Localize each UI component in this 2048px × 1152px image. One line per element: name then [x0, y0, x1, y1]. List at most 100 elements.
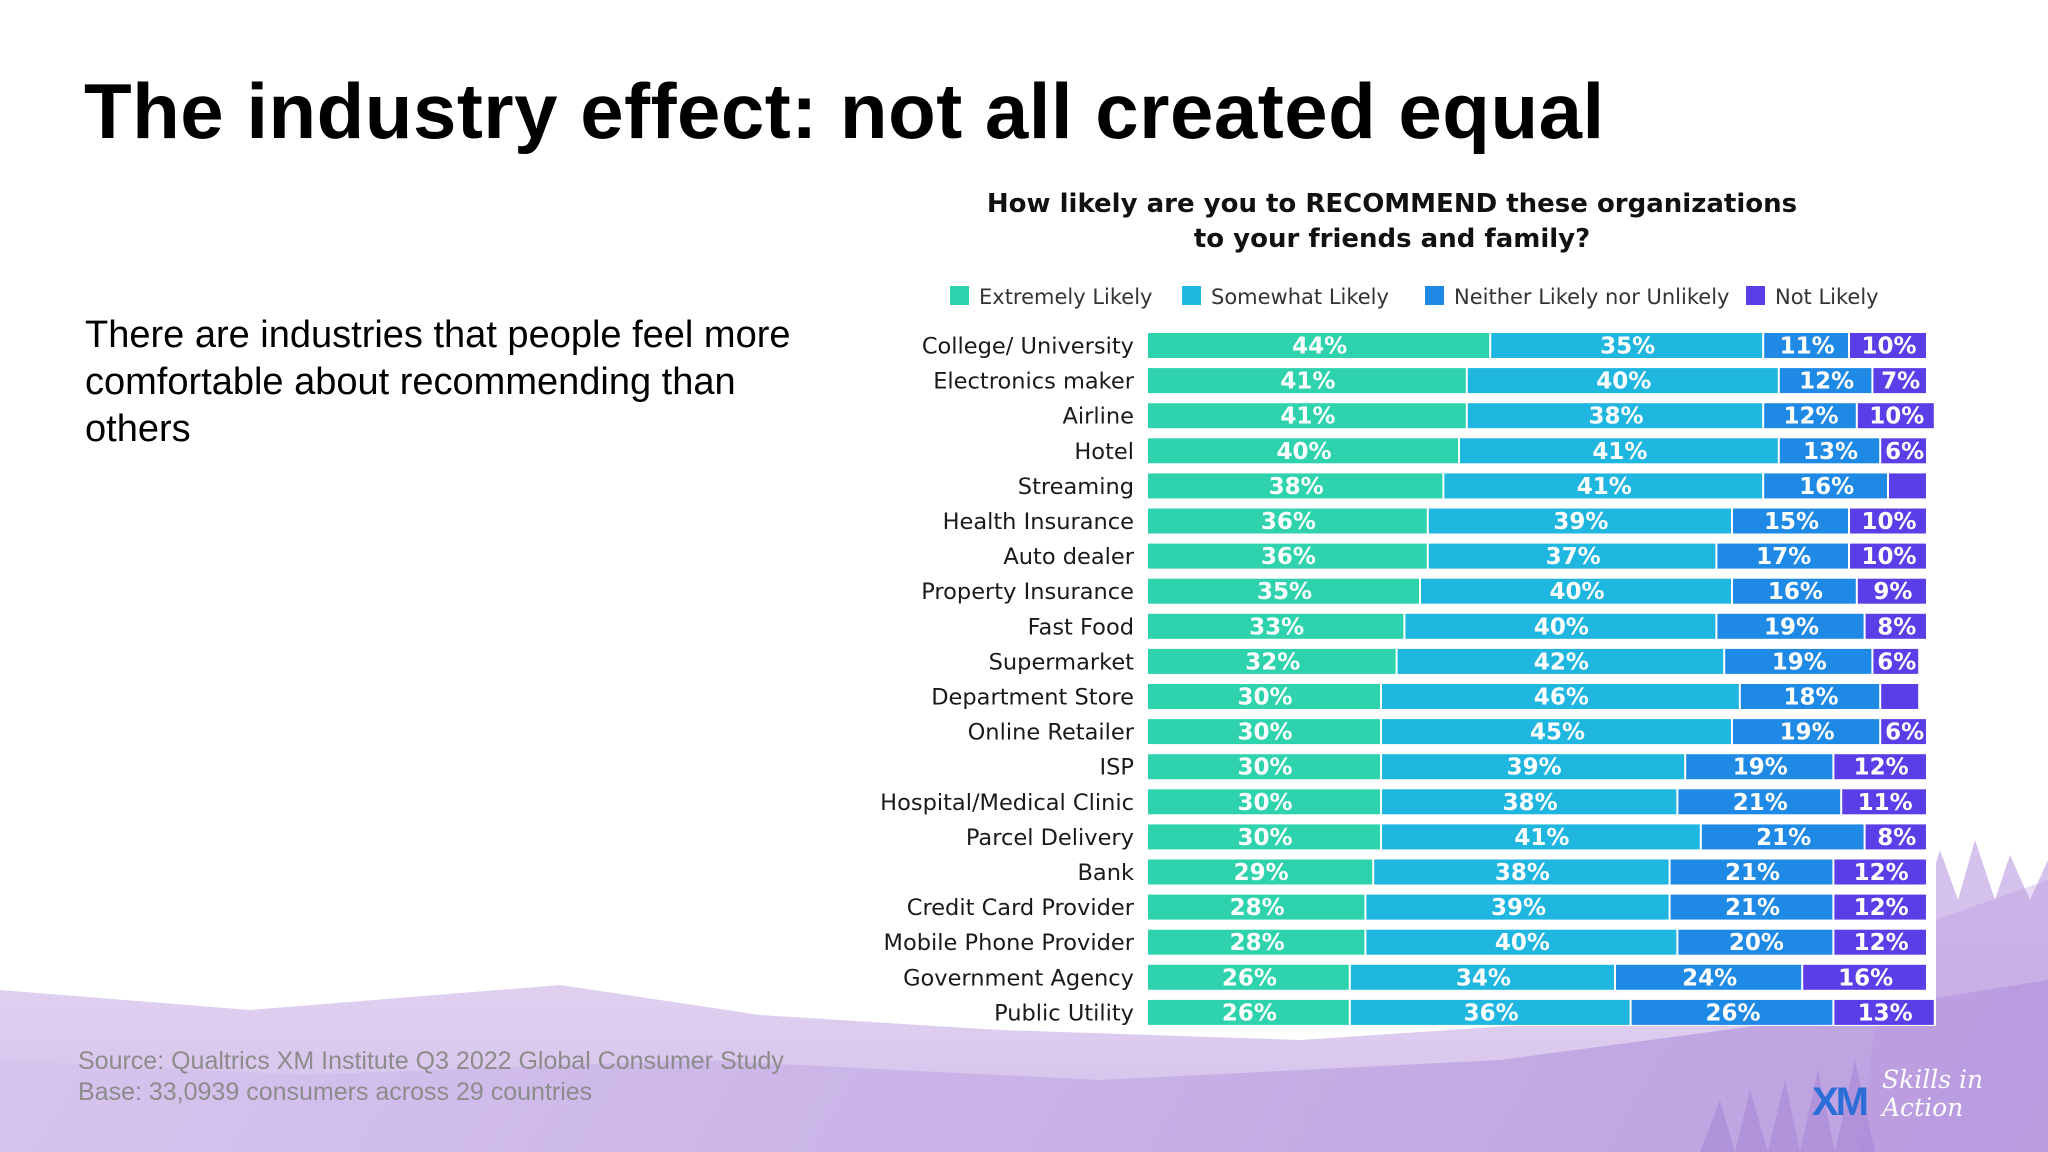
bar-segment — [1374, 859, 1669, 885]
legend-label: Somewhat Likely — [1211, 285, 1389, 309]
bar-segment — [1428, 508, 1731, 534]
bar-row: Mobile Phone Provider 28% 40% 20% 12% — [884, 929, 1926, 956]
data-label: 28% — [1230, 930, 1285, 956]
bar-row: Property Insurance 35% 40% 16% 9% — [921, 578, 1926, 605]
category-label: Government Agency — [903, 965, 1134, 991]
data-label: 38% — [1495, 860, 1550, 886]
data-label: 29% — [1234, 860, 1289, 886]
bar-segment — [1834, 999, 1934, 1025]
data-label: 26% — [1705, 1000, 1760, 1026]
legend-swatch — [1746, 286, 1765, 305]
slide-title: The industry effect: not all created equ… — [84, 67, 1605, 155]
bar-segment — [1889, 473, 1926, 499]
legend-label: Extremely Likely — [979, 285, 1152, 309]
data-label: 38% — [1269, 474, 1324, 500]
bar-segment — [1881, 719, 1926, 745]
bar-row: Credit Card Provider 28% 39% 21% 12% — [907, 894, 1926, 921]
bar-segment — [1148, 754, 1380, 780]
data-label: 10% — [1869, 404, 1924, 430]
category-label: Electronics maker — [933, 369, 1135, 395]
bar-segment — [1148, 473, 1443, 499]
data-label: 21% — [1725, 860, 1780, 886]
data-label: 37% — [1546, 544, 1601, 570]
bar-segment — [1733, 719, 1880, 745]
legend-item: Not Likely — [1746, 285, 1879, 309]
data-label: 39% — [1507, 755, 1562, 781]
bar-segment — [1850, 543, 1926, 569]
category-label: Bank — [1077, 860, 1134, 886]
legend-swatch — [1182, 286, 1201, 305]
data-label: 38% — [1503, 790, 1558, 816]
bar-segment — [1460, 438, 1778, 464]
bar-segment — [1148, 648, 1396, 674]
bar-segment — [1148, 403, 1466, 429]
category-label: Credit Card Provider — [907, 895, 1135, 921]
bar-segment — [1148, 719, 1380, 745]
data-label: 6% — [1885, 720, 1924, 746]
data-label: 40% — [1534, 614, 1589, 640]
data-label: 12% — [1854, 860, 1909, 886]
bar-segment — [1857, 578, 1926, 604]
bar-segment — [1148, 964, 1349, 990]
bar-segment — [1670, 859, 1833, 885]
data-label: 41% — [1280, 404, 1335, 430]
bar-segment — [1678, 929, 1833, 955]
data-label: 34% — [1456, 965, 1511, 991]
data-label: 40% — [1276, 439, 1331, 465]
data-label: 39% — [1553, 509, 1608, 535]
data-label: 21% — [1733, 790, 1788, 816]
data-label: 13% — [1858, 1000, 1913, 1026]
bar-segment — [1803, 964, 1926, 990]
data-label: 10% — [1861, 509, 1916, 535]
data-label: 20% — [1729, 930, 1784, 956]
data-label: 12% — [1854, 755, 1909, 781]
data-label: 41% — [1577, 474, 1632, 500]
bar-segment — [1717, 543, 1848, 569]
bar-segment — [1850, 508, 1926, 534]
xm-skills-in-action-logo: XM Skills in Action — [1812, 1062, 2022, 1134]
data-label: 40% — [1549, 579, 1604, 605]
bar-row: College/ University 44% 35% 11% 10% — [922, 333, 1926, 360]
category-label: Streaming — [1018, 474, 1134, 500]
bar-segment — [1865, 824, 1926, 850]
data-label: 21% — [1725, 895, 1780, 921]
data-label: 30% — [1237, 755, 1292, 781]
data-label: 36% — [1464, 1000, 1519, 1026]
data-label: 18% — [1783, 685, 1838, 711]
bar-segment — [1428, 543, 1716, 569]
bar-segment — [1148, 543, 1427, 569]
bar-row: ISP 30% 39% 19% 12% — [1100, 754, 1926, 781]
category-label: College/ University — [922, 334, 1134, 360]
bar-segment — [1382, 754, 1685, 780]
bar-segment — [1733, 578, 1856, 604]
category-label: Auto dealer — [1003, 544, 1134, 570]
data-label: 12% — [1783, 404, 1838, 430]
bar-row: Parcel Delivery 30% 41% 21% 8% — [966, 824, 1926, 851]
data-label: 19% — [1780, 720, 1835, 746]
bar-row: Hotel 40% 41% 13% 6% — [1074, 438, 1926, 465]
data-label: 8% — [1877, 825, 1916, 851]
bar-segment — [1678, 789, 1841, 815]
bar-segment — [1148, 438, 1458, 464]
category-label: Supermarket — [989, 649, 1135, 675]
bar-segment — [1834, 894, 1926, 920]
bar-segment — [1366, 894, 1669, 920]
bar-segment — [1148, 508, 1427, 534]
bar-segment — [1148, 929, 1365, 955]
bar-row: Online Retailer 30% 45% 19% 6% — [968, 719, 1926, 746]
chart-title-line: How likely are you to RECOMMEND these or… — [987, 190, 1797, 219]
bar-segment — [1733, 508, 1848, 534]
category-label: Online Retailer — [968, 720, 1135, 746]
data-label: 30% — [1237, 790, 1292, 816]
data-label: 46% — [1534, 685, 1589, 711]
bar-row: Bank 29% 38% 21% 12% — [1077, 859, 1926, 886]
bar-segment — [1873, 368, 1926, 394]
bar-row: Health Insurance 36% 39% 15% 10% — [943, 508, 1926, 535]
bar-segment — [1764, 473, 1887, 499]
bar-segment — [1764, 333, 1848, 358]
legend-swatch — [950, 286, 969, 305]
category-label: Health Insurance — [943, 509, 1134, 535]
legend-label: Not Likely — [1775, 285, 1879, 309]
category-label: ISP — [1100, 755, 1135, 781]
bar-segment — [1350, 999, 1630, 1025]
